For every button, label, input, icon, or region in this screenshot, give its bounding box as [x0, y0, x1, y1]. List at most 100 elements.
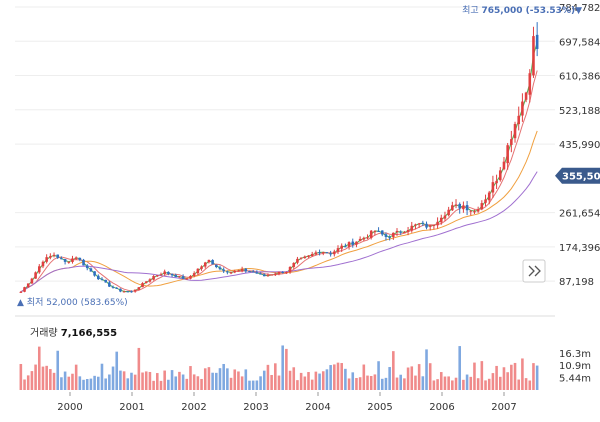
date-axis: 2000 2001 2002 2003 2004 2005 2006 2007 [57, 392, 517, 413]
volume-bar [137, 347, 141, 390]
volume-bar [428, 363, 432, 390]
candle-body [67, 261, 71, 263]
candle-body [355, 241, 358, 245]
candle-body [167, 271, 170, 274]
volume-bar [26, 375, 30, 390]
volume-bar [517, 379, 521, 390]
volume-bar [122, 371, 126, 390]
volume-tick-label: 5.44m [559, 374, 591, 385]
volume-bar [196, 376, 200, 390]
volume-bar [174, 376, 178, 390]
volume-bar [506, 372, 509, 390]
low-prefix: 최저 [27, 297, 44, 308]
volume-bar [384, 377, 388, 390]
candle-body [60, 258, 63, 260]
volume-bar [30, 371, 34, 390]
candle-body [37, 266, 41, 273]
candle-body [152, 276, 155, 280]
candle-body [196, 268, 200, 274]
volume-bar [388, 367, 391, 390]
candle-body [207, 259, 211, 263]
volume-title-text: 거래량 [30, 327, 58, 339]
volume-bar [274, 363, 277, 390]
current-price-tag: 355,500 [555, 167, 600, 184]
candle-body [465, 205, 469, 211]
price-tick-label: 174,396 [559, 243, 600, 254]
expand-chart-button[interactable] [522, 259, 546, 283]
candle-body [170, 273, 174, 276]
volume-bar [521, 358, 524, 390]
candle-body [126, 291, 130, 293]
candle-body [436, 221, 439, 226]
volume-bar [392, 351, 395, 390]
candle-body [498, 170, 502, 181]
volume-bar [299, 372, 303, 390]
candle-body [26, 283, 30, 288]
candle-body [63, 259, 67, 262]
candle-body [52, 254, 56, 256]
candle-body [432, 224, 436, 226]
volume-bar [358, 377, 362, 390]
candle-body [421, 222, 425, 224]
candle-body [119, 288, 122, 292]
volume-bar [226, 368, 229, 390]
volume-bar [414, 375, 417, 390]
volume-bar [49, 369, 52, 390]
volume-bar [23, 379, 26, 390]
volume-tick-label: 10.9m [559, 361, 591, 372]
candle-body [288, 266, 292, 273]
volume-bar [377, 361, 380, 390]
volume-bar [528, 380, 532, 390]
candle-body [447, 209, 450, 216]
volume-bar [491, 373, 495, 390]
candle-body [248, 271, 251, 273]
high-prefix: 최고 [462, 5, 479, 16]
volume-bar [333, 364, 336, 390]
volume-bar [484, 380, 487, 390]
candle-body [56, 254, 60, 258]
candle-body [211, 260, 214, 265]
candle-body [122, 291, 126, 293]
candle-body [104, 279, 107, 283]
candle-body [277, 271, 281, 274]
candle-body [270, 274, 273, 276]
volume-bar [148, 371, 152, 390]
volume-bar [465, 374, 469, 390]
volume-bar [41, 366, 45, 390]
volume-bar [189, 366, 192, 390]
volume-bar [89, 378, 93, 390]
price-tick-label: 523,188 [559, 106, 600, 117]
volume-bar [425, 349, 428, 390]
candle-body [192, 273, 196, 276]
candle-body [255, 272, 259, 274]
volume-bar [476, 378, 480, 390]
candle-body [528, 73, 532, 95]
volume-bar [406, 367, 410, 390]
volume-bar [100, 363, 104, 390]
volume-bar [85, 379, 89, 390]
volume-bar [369, 375, 373, 390]
volume-bar [115, 351, 119, 390]
candle-body [399, 231, 402, 233]
volume-bar [454, 377, 458, 390]
volume-bar [248, 380, 251, 390]
candle-body [174, 275, 178, 278]
moving-average-lines [20, 42, 538, 293]
candle-body [45, 257, 48, 262]
volume-bar [443, 376, 447, 390]
candle-body [366, 237, 369, 239]
high-arrow: ▼ [575, 6, 582, 16]
volume-bar [207, 367, 211, 390]
volume-bar [203, 368, 207, 390]
candle-body [163, 271, 166, 274]
volume-bar [277, 375, 281, 390]
candle-body [307, 255, 310, 257]
volume-bar [178, 371, 181, 390]
candle-body [532, 36, 535, 76]
volume-bar [296, 380, 299, 390]
volume-bar [130, 372, 133, 390]
volume-bar [56, 350, 60, 390]
volume-bar [403, 378, 406, 390]
volume-bar [281, 345, 284, 390]
